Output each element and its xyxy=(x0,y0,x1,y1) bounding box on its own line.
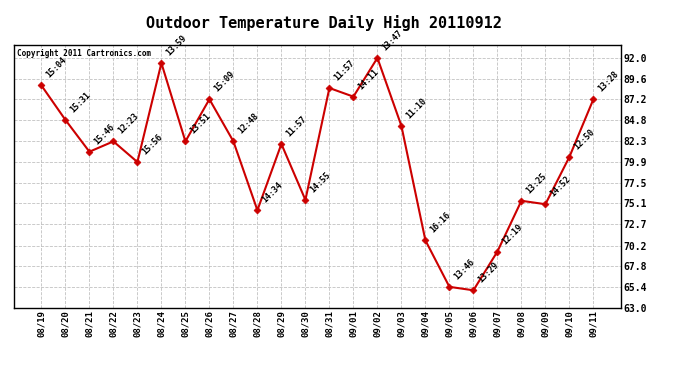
Text: 13:29: 13:29 xyxy=(476,261,500,285)
Text: 13:46: 13:46 xyxy=(452,257,476,281)
Text: 16:16: 16:16 xyxy=(428,211,452,235)
Text: 11:10: 11:10 xyxy=(404,96,428,120)
Text: 15:31: 15:31 xyxy=(68,90,92,114)
Text: 12:19: 12:19 xyxy=(500,222,524,246)
Text: Outdoor Temperature Daily High 20110912: Outdoor Temperature Daily High 20110912 xyxy=(146,15,502,31)
Text: 12:50: 12:50 xyxy=(572,127,596,152)
Text: 13:28: 13:28 xyxy=(596,70,620,94)
Text: 12:23: 12:23 xyxy=(116,112,140,136)
Text: 13:51: 13:51 xyxy=(188,112,213,136)
Text: 11:57: 11:57 xyxy=(332,58,356,82)
Text: 14:34: 14:34 xyxy=(260,181,284,205)
Text: 14:55: 14:55 xyxy=(308,170,332,194)
Text: 14:52: 14:52 xyxy=(548,175,572,199)
Text: 12:48: 12:48 xyxy=(236,112,260,136)
Text: 15:56: 15:56 xyxy=(140,132,164,156)
Text: 15:46: 15:46 xyxy=(92,122,116,146)
Text: 15:09: 15:09 xyxy=(213,70,236,94)
Text: Copyright 2011 Cartronics.com: Copyright 2011 Cartronics.com xyxy=(17,49,151,58)
Text: 14:11: 14:11 xyxy=(356,67,380,91)
Text: 15:04: 15:04 xyxy=(44,56,68,80)
Text: 11:57: 11:57 xyxy=(284,114,308,138)
Text: 13:25: 13:25 xyxy=(524,171,549,195)
Text: 13:47: 13:47 xyxy=(380,28,404,53)
Text: 13:59: 13:59 xyxy=(164,33,188,57)
